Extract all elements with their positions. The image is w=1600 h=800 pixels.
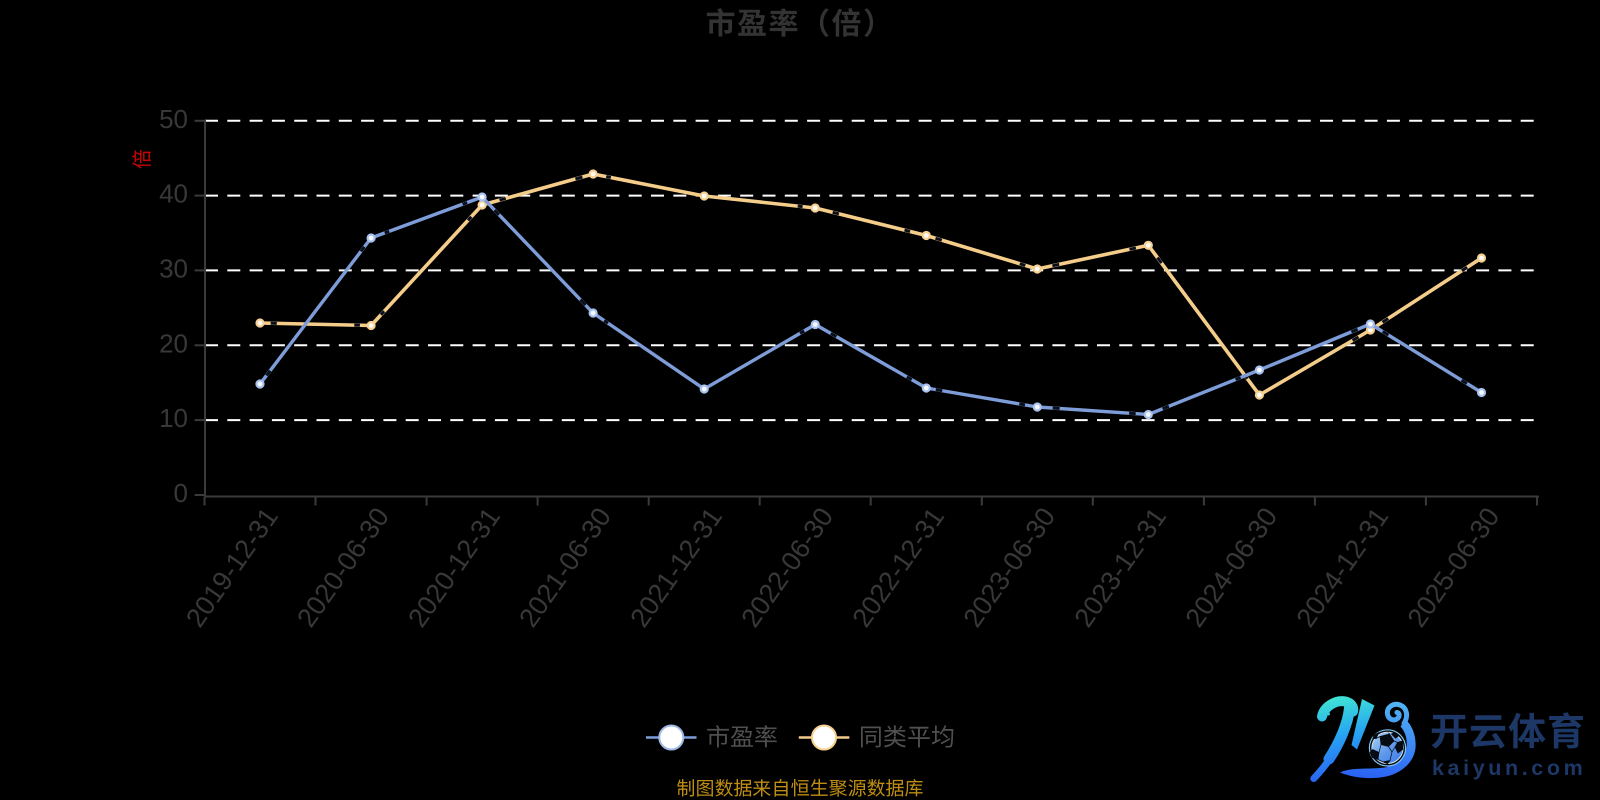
svg-text:开云体育: 开云体育	[1430, 701, 1586, 756]
svg-text:50: 50	[159, 99, 188, 136]
svg-text:kaiyun.com: kaiyun.com	[1432, 751, 1586, 782]
svg-text:10: 10	[159, 398, 188, 435]
svg-text:0: 0	[174, 473, 188, 510]
svg-text:20: 20	[159, 323, 188, 360]
svg-text:倍: 倍	[126, 149, 155, 169]
svg-text:制图数据来自恒生聚源数据库: 制图数据来自恒生聚源数据库	[676, 774, 923, 800]
svg-text:30: 30	[159, 248, 188, 285]
svg-text:市盈率: 市盈率	[706, 718, 778, 753]
svg-text:同类平均: 同类平均	[859, 718, 955, 753]
svg-text:40: 40	[159, 174, 188, 211]
svg-text:市盈率（倍）: 市盈率（倍）	[706, 0, 895, 43]
